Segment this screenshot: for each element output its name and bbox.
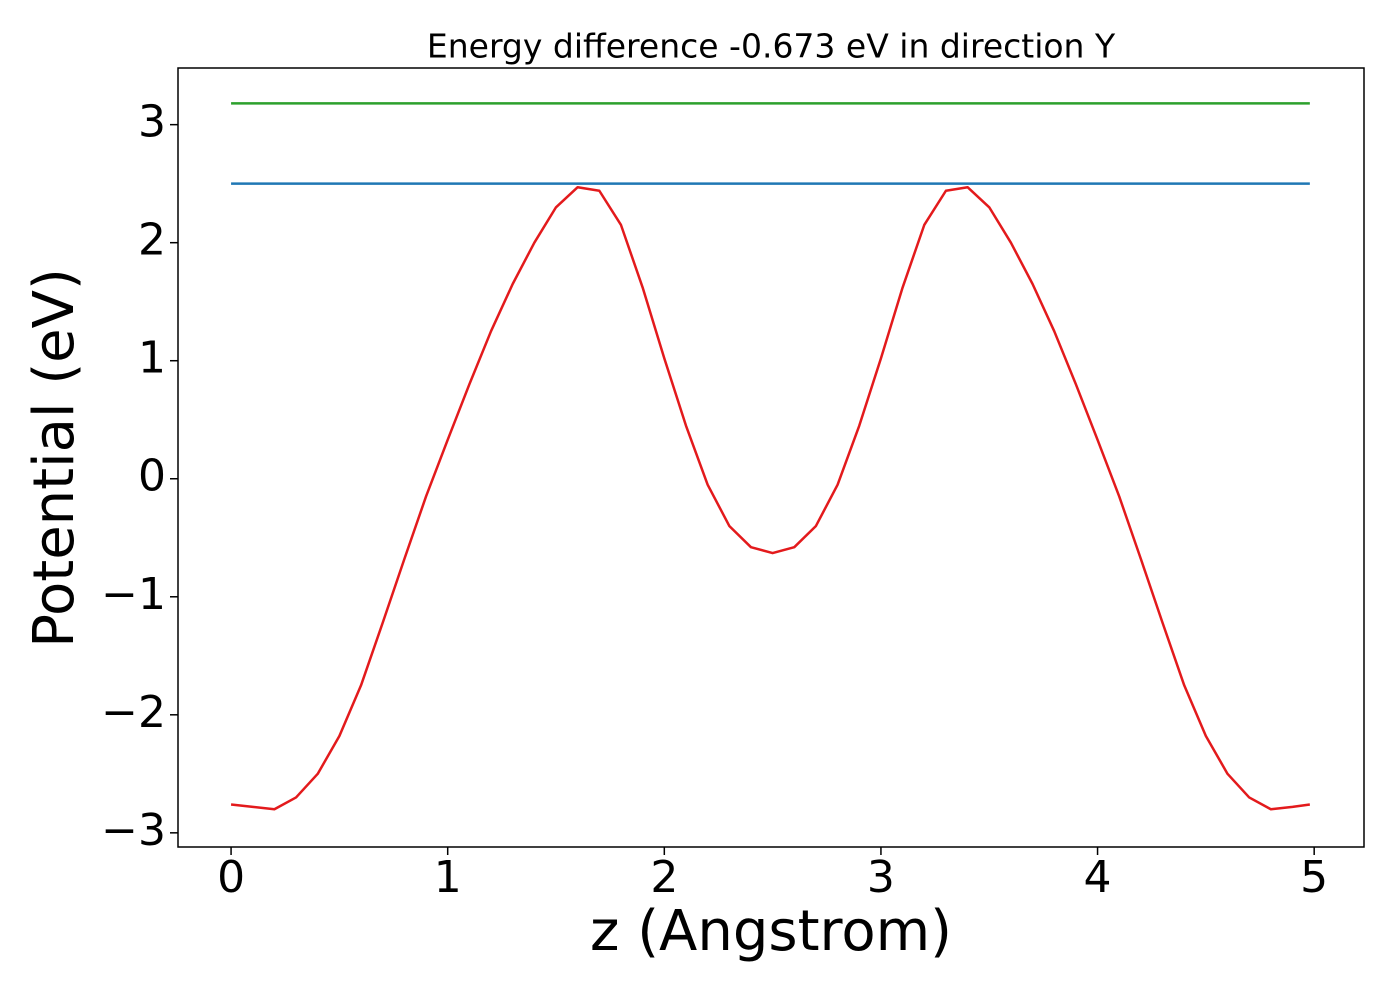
y-tick-label: −3	[101, 805, 166, 856]
y-tick-label: 2	[138, 215, 166, 266]
y-axis-label: Potential (eV)	[22, 268, 87, 648]
y-tick-label: −2	[101, 687, 166, 738]
y-tick-label: 3	[138, 97, 166, 148]
chart-title: Energy difference -0.673 eV in direction…	[427, 27, 1116, 66]
plot-frame	[177, 67, 1365, 848]
line-series	[230, 185, 1311, 811]
y-tick-label: 1	[138, 333, 166, 384]
y-tick-label: −1	[101, 569, 166, 620]
x-tick-label: 5	[1300, 852, 1328, 903]
x-tick-label: 3	[867, 852, 895, 903]
x-tick-label: 1	[434, 852, 462, 903]
x-tick-label: 0	[217, 852, 245, 903]
y-tick-label: 0	[138, 451, 166, 502]
x-tick-label: 2	[650, 852, 678, 903]
x-axis-label: z (Angstrom)	[590, 899, 952, 964]
x-tick-label: 4	[1084, 852, 1112, 903]
